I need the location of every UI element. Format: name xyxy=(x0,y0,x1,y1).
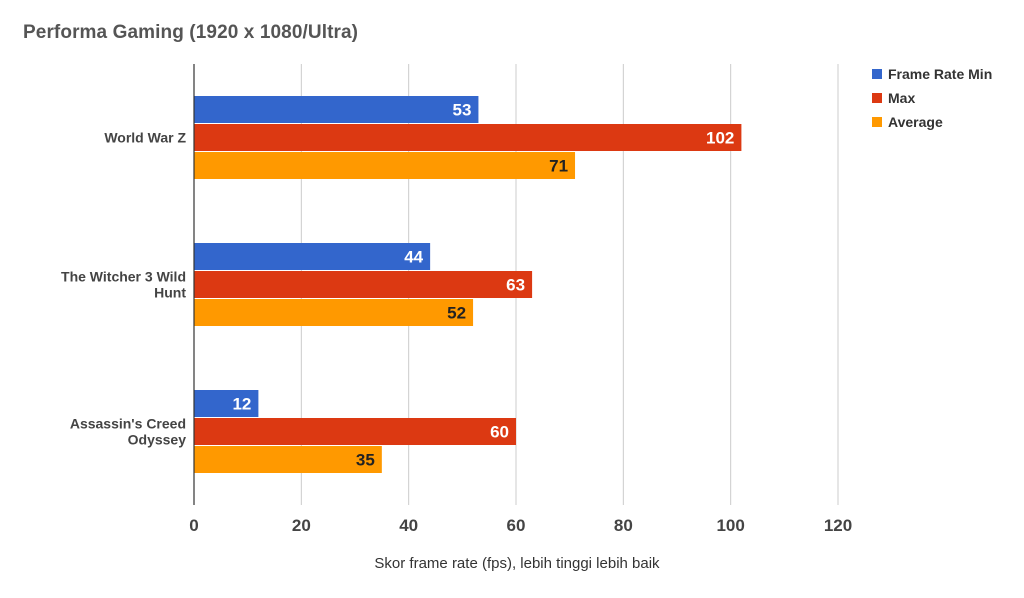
bar-world-war-z-frame-rate-min xyxy=(194,96,479,123)
legend: Frame Rate Min Max Average xyxy=(872,62,992,134)
legend-swatch-max xyxy=(872,93,882,103)
bar-assassin-s-creed-odyssey-frame-rate-min xyxy=(194,390,259,417)
data-label-the-witcher-3-wild-hunt-frame-rate-min: 44 xyxy=(404,248,423,267)
legend-item-average[interactable]: Average xyxy=(872,110,992,134)
legend-label-max: Max xyxy=(888,90,916,106)
x-axis-label: Skor frame rate (fps), lebih tinggi lebi… xyxy=(374,555,660,572)
x-tick-label-120: 120 xyxy=(824,516,852,535)
bar-the-witcher-3-wild-hunt-average xyxy=(194,299,474,326)
x-tick-label-60: 60 xyxy=(507,516,526,535)
data-label-world-war-z-max: 102 xyxy=(706,129,734,148)
legend-swatch-frame-rate-min xyxy=(872,69,882,79)
data-label-world-war-z-average: 71 xyxy=(549,157,568,176)
bar-world-war-z-average xyxy=(194,152,576,179)
x-tick-label-0: 0 xyxy=(189,516,198,535)
data-label-world-war-z-frame-rate-min: 53 xyxy=(453,101,472,120)
x-tick-label-80: 80 xyxy=(614,516,633,535)
legend-label-frame-rate-min: Frame Rate Min xyxy=(888,66,993,82)
x-tick-label-40: 40 xyxy=(399,516,418,535)
y-category-label-assassin-s-creed-odyssey: Assassin's Creed Odyssey xyxy=(70,416,186,448)
bar-the-witcher-3-wild-hunt-frame-rate-min xyxy=(194,243,431,270)
data-label-assassin-s-creed-odyssey-max: 60 xyxy=(490,423,509,442)
data-label-the-witcher-3-wild-hunt-average: 52 xyxy=(447,304,466,323)
data-label-the-witcher-3-wild-hunt-max: 63 xyxy=(506,276,525,295)
data-label-assassin-s-creed-odyssey-frame-rate-min: 12 xyxy=(232,395,251,414)
legend-label-average: Average xyxy=(888,114,943,130)
bar-assassin-s-creed-odyssey-max xyxy=(194,418,516,445)
chart-title: Performa Gaming (1920 x 1080/Ultra) xyxy=(23,22,359,43)
bar-the-witcher-3-wild-hunt-max xyxy=(194,271,533,298)
data-label-assassin-s-creed-odyssey-average: 35 xyxy=(356,451,375,470)
legend-swatch-average xyxy=(872,117,882,127)
x-tick-label-20: 20 xyxy=(292,516,311,535)
x-tick-label-100: 100 xyxy=(716,516,744,535)
y-category-label-the-witcher-3-wild-hunt: The Witcher 3 Wild Hunt xyxy=(61,269,186,301)
bar-assassin-s-creed-odyssey-average xyxy=(194,446,382,473)
legend-item-frame-rate-min[interactable]: Frame Rate Min xyxy=(872,62,992,86)
bar-world-war-z-max xyxy=(194,124,742,151)
y-category-label-world-war-z: World War Z xyxy=(104,130,186,146)
legend-item-max[interactable]: Max xyxy=(872,86,992,110)
